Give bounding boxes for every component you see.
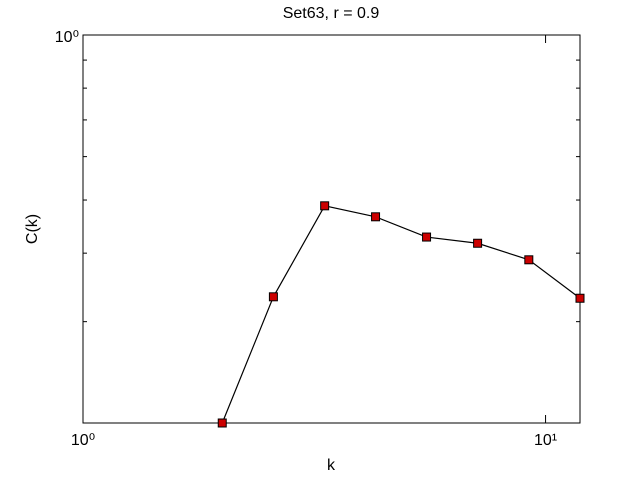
data-marker	[320, 201, 330, 211]
data-marker	[575, 293, 585, 303]
x-axis-label: k	[327, 457, 336, 474]
data-line	[221, 205, 581, 424]
y-tick-label: 10⁰	[55, 29, 79, 46]
plot-frame	[82, 34, 581, 424]
data-marker	[524, 255, 534, 265]
y-axis-label: C(k)	[24, 214, 41, 244]
data-marker	[422, 232, 432, 242]
data-marker	[371, 212, 381, 222]
chart-title: Set63, r = 0.9	[283, 5, 380, 22]
x-tick-label: 10⁰	[71, 432, 95, 449]
data-marker	[268, 292, 278, 302]
data-marker	[217, 418, 227, 428]
data-marker	[473, 238, 483, 248]
x-tick-label: 10¹	[534, 432, 557, 449]
